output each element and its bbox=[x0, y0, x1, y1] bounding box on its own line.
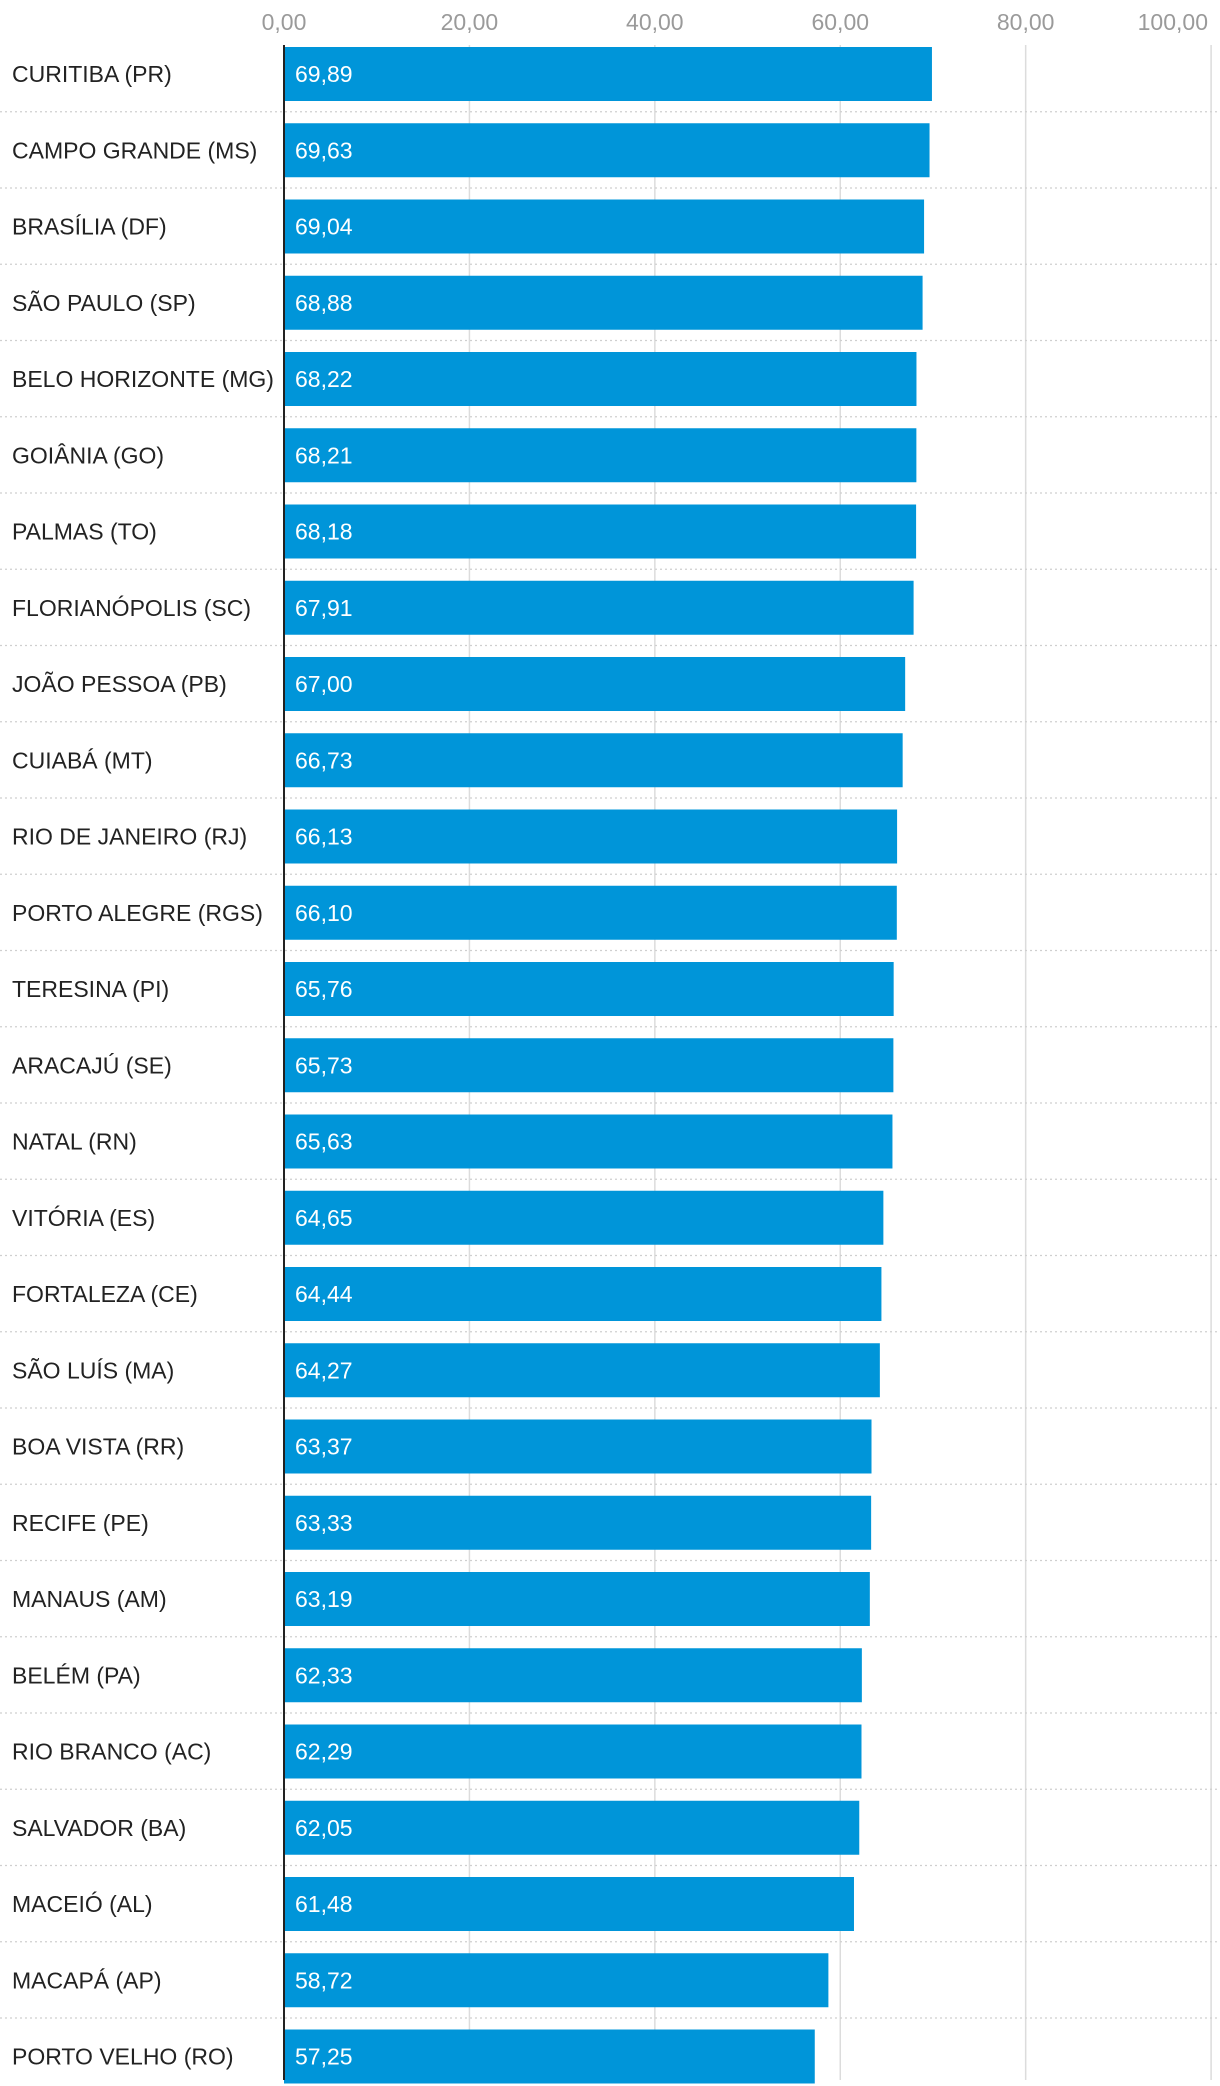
bar bbox=[284, 199, 925, 254]
category-label: GOIÂNIA (GO) bbox=[12, 442, 164, 468]
bar bbox=[284, 123, 930, 178]
grid-layer bbox=[0, 45, 1220, 2080]
x-tick-label: 0,00 bbox=[262, 9, 307, 35]
bar-value-label: 62,33 bbox=[295, 1662, 353, 1688]
bar-value-label: 63,33 bbox=[295, 1510, 353, 1536]
category-label: MACAPÁ (AP) bbox=[12, 1967, 162, 1993]
bar bbox=[284, 1648, 862, 1703]
x-tick-label: 60,00 bbox=[811, 9, 869, 35]
bar-value-label: 66,13 bbox=[295, 824, 353, 850]
label-layer: 0,00 20,00 40,00 60,00 80,00 100,00 CURITIBA (… bbox=[12, 9, 1208, 2070]
bar bbox=[284, 962, 894, 1016]
bar-value-label: 63,37 bbox=[295, 1434, 353, 1460]
category-label: RIO DE JANEIRO (RJ) bbox=[12, 824, 247, 850]
category-label: TERESINA (PI) bbox=[12, 976, 169, 1002]
bar bbox=[284, 1953, 829, 2008]
bar bbox=[284, 1190, 884, 1245]
bar bbox=[284, 1267, 882, 1321]
bar-value-label: 61,48 bbox=[295, 1891, 353, 1917]
x-tick-label: 40,00 bbox=[626, 9, 684, 35]
bar-value-label: 69,04 bbox=[295, 214, 353, 240]
bar bbox=[284, 2029, 815, 2084]
category-label: CUIABÁ (MT) bbox=[12, 747, 153, 773]
bar bbox=[284, 1343, 880, 1398]
bar bbox=[284, 428, 917, 483]
bar-value-label: 57,25 bbox=[295, 2044, 353, 2070]
x-tick-label: 80,00 bbox=[997, 9, 1055, 35]
category-label: BELÉM (PA) bbox=[12, 1662, 141, 1688]
bar bbox=[284, 1572, 870, 1626]
bar-value-label: 66,10 bbox=[295, 900, 353, 926]
category-label: ARACAJÚ (SE) bbox=[12, 1052, 172, 1078]
category-label: RECIFE (PE) bbox=[12, 1510, 149, 1536]
bar bbox=[284, 1877, 854, 1931]
bar-value-label: 68,18 bbox=[295, 519, 353, 545]
category-label: BELO HORIZONTE (MG) bbox=[12, 366, 274, 392]
bar-value-label: 64,44 bbox=[295, 1281, 353, 1307]
bar-value-label: 66,73 bbox=[295, 747, 353, 773]
bar bbox=[284, 352, 917, 406]
bar bbox=[284, 733, 903, 788]
bar bbox=[284, 657, 906, 711]
category-label: FORTALEZA (CE) bbox=[12, 1281, 198, 1307]
category-label: BRASÍLIA (DF) bbox=[12, 214, 167, 240]
bar-value-label: 64,27 bbox=[295, 1357, 353, 1383]
bar-value-label: 68,21 bbox=[295, 442, 353, 468]
bar-value-label: 67,91 bbox=[295, 595, 353, 621]
category-label: VITÓRIA (ES) bbox=[12, 1205, 155, 1231]
category-label: RIO BRANCO (AC) bbox=[12, 1739, 211, 1765]
bar-value-label: 65,63 bbox=[295, 1129, 353, 1155]
x-tick-label: 100,00 bbox=[1138, 9, 1208, 35]
bar bbox=[284, 809, 898, 864]
bar-value-label: 62,29 bbox=[295, 1739, 353, 1765]
bar bbox=[284, 504, 917, 559]
category-label: CAMPO GRANDE (MS) bbox=[12, 137, 257, 163]
bar-value-label: 68,22 bbox=[295, 366, 353, 392]
category-label: FLORIANÓPOLIS (SC) bbox=[12, 595, 251, 621]
bar-value-label: 65,76 bbox=[295, 976, 353, 1002]
bar-value-label: 65,73 bbox=[295, 1052, 353, 1078]
category-label: SÃO LUÍS (MA) bbox=[12, 1357, 174, 1383]
category-label: CURITIBA (PR) bbox=[12, 61, 172, 87]
bar bbox=[284, 47, 932, 101]
bar bbox=[284, 1114, 893, 1169]
category-label: JOÃO PESSOA (PB) bbox=[12, 671, 227, 697]
bar-value-label: 67,00 bbox=[295, 671, 353, 697]
bar bbox=[284, 580, 914, 635]
category-label: SALVADOR (BA) bbox=[12, 1815, 186, 1841]
bar-value-label: 63,19 bbox=[295, 1586, 353, 1612]
category-label: BOA VISTA (RR) bbox=[12, 1434, 184, 1460]
category-label: NATAL (RN) bbox=[12, 1129, 137, 1155]
bar bbox=[284, 885, 897, 940]
bar bbox=[284, 1038, 894, 1093]
bar bbox=[284, 275, 923, 330]
x-tick-label: 20,00 bbox=[441, 9, 499, 35]
category-label: PORTO ALEGRE (RGS) bbox=[12, 900, 263, 926]
bar bbox=[284, 1800, 860, 1855]
bar bbox=[284, 1724, 862, 1779]
bar-value-label: 64,65 bbox=[295, 1205, 353, 1231]
bar-layer bbox=[284, 47, 932, 2084]
bar-value-label: 68,88 bbox=[295, 290, 353, 316]
category-label: MANAUS (AM) bbox=[12, 1586, 167, 1612]
bar-value-label: 62,05 bbox=[295, 1815, 353, 1841]
bar bbox=[284, 1495, 872, 1550]
bar-value-label: 58,72 bbox=[295, 1967, 353, 1993]
category-label: PALMAS (TO) bbox=[12, 519, 157, 545]
category-label: MACEIÓ (AL) bbox=[12, 1891, 153, 1917]
bar bbox=[284, 1419, 872, 1474]
bar-value-label: 69,89 bbox=[295, 61, 353, 87]
category-label: PORTO VELHO (RO) bbox=[12, 2044, 234, 2070]
bar-value-label: 69,63 bbox=[295, 137, 353, 163]
category-label: SÃO PAULO (SP) bbox=[12, 290, 196, 316]
